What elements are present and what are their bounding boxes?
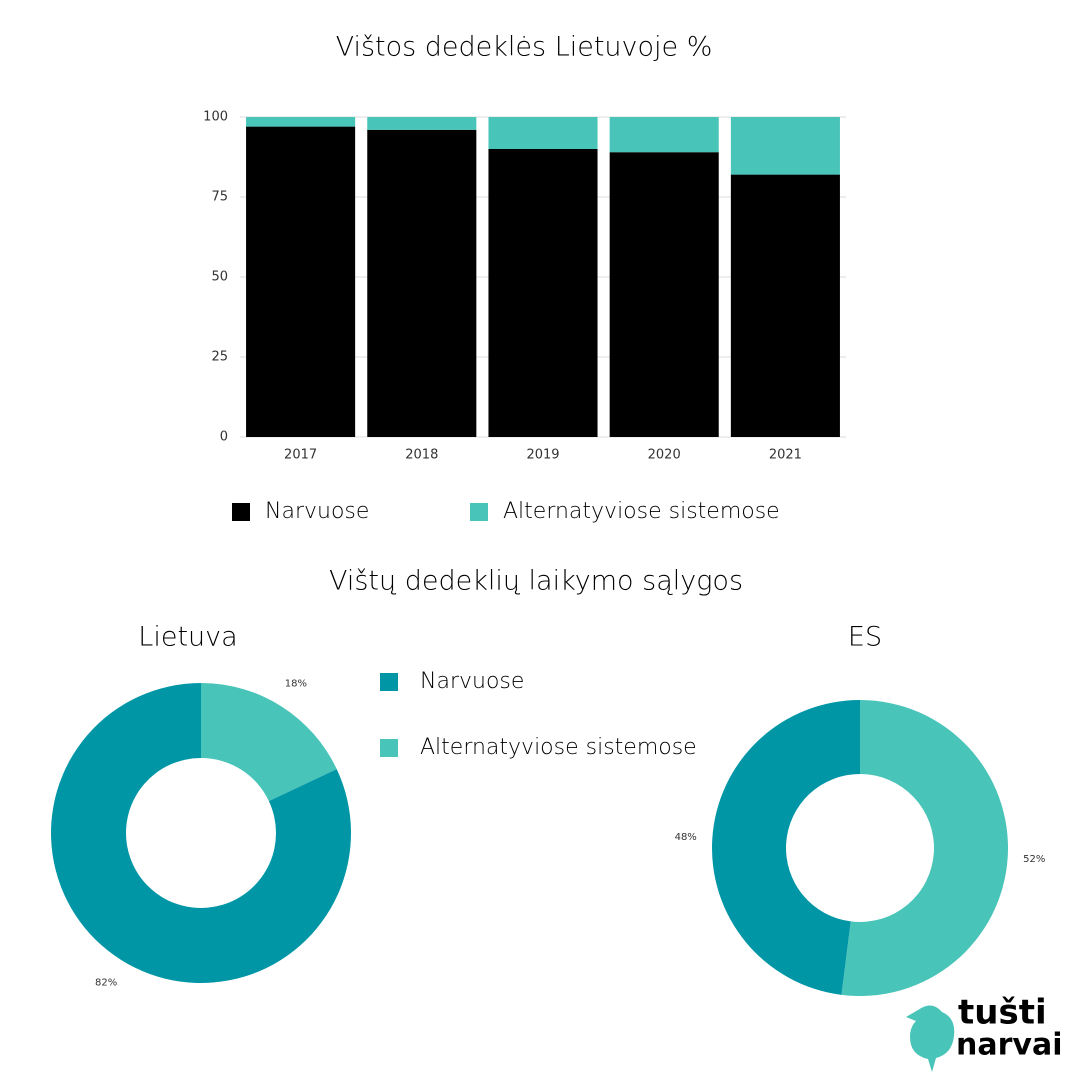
x-tick-label: 2020: [648, 448, 681, 463]
bar-segment: [730, 117, 840, 175]
slice-label: 48%: [675, 832, 697, 843]
bar-segment: [246, 117, 356, 127]
bar-segment: [246, 126, 356, 437]
donut-slice: [841, 700, 1009, 996]
bar-segment: [730, 174, 840, 437]
logo: tušti narvai: [906, 993, 1062, 1072]
legend-label: Alternatyviose sistemose: [420, 735, 697, 760]
legend-swatch: [380, 739, 398, 757]
bar-segment: [609, 117, 719, 153]
legend-label: Narvuose: [420, 669, 524, 694]
slice-label: 82%: [95, 977, 117, 988]
legend-label: Alternatyviose sistemose: [503, 499, 780, 524]
donut-title: Lietuva: [138, 622, 237, 653]
y-tick-label: 100: [203, 110, 228, 125]
y-tick-label: 50: [211, 270, 228, 285]
bar-segment: [367, 129, 477, 438]
x-tick-label: 2019: [526, 448, 559, 463]
bar-segment: [488, 117, 598, 149]
donut-slice: [201, 683, 337, 802]
y-tick-label: 0: [220, 430, 228, 445]
slice-label: 18%: [285, 679, 307, 690]
bar-segment: [609, 152, 719, 437]
x-tick-label: 2021: [769, 448, 802, 463]
x-tick-label: 2017: [284, 448, 317, 463]
bar-segment: [367, 117, 477, 130]
y-tick-label: 75: [211, 190, 228, 205]
donut-title: ES: [848, 622, 882, 653]
logo-text: narvai: [956, 1028, 1062, 1063]
donut-slice: [712, 700, 860, 995]
legend-swatch: [380, 673, 398, 691]
section-title: Vištų dedeklių laikymo sąlygos: [329, 566, 743, 597]
donut-slice: [50, 683, 351, 983]
bar-segment: [488, 149, 598, 437]
logo-chick: [906, 1005, 955, 1072]
legend-swatch: [470, 503, 488, 521]
y-tick-label: 25: [211, 350, 228, 365]
slice-label: 52%: [1023, 854, 1045, 865]
bar-title: Vištos dedeklės Lietuvoje %: [336, 32, 713, 63]
logo-text: tušti: [958, 993, 1047, 1033]
legend-label: Narvuose: [265, 499, 369, 524]
legend-swatch: [232, 503, 250, 521]
x-tick-label: 2018: [405, 448, 438, 463]
